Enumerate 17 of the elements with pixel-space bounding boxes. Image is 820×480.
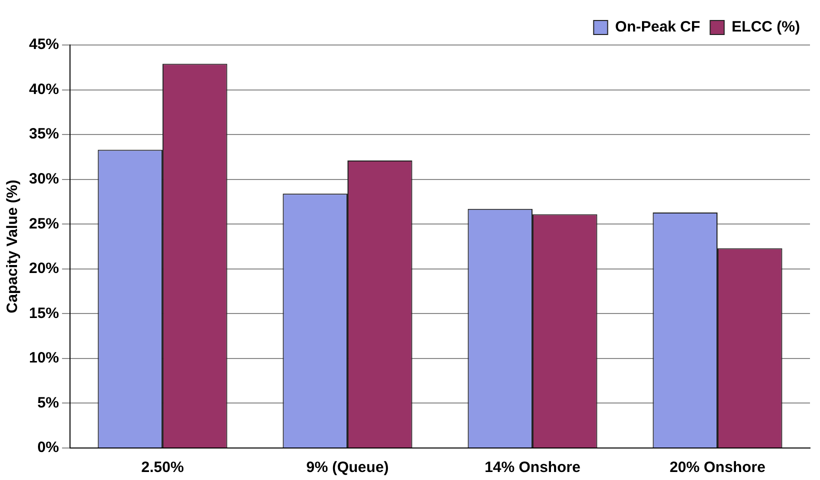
y-tick-label: 20% [28,260,60,278]
y-tick-label: 10% [28,350,60,367]
y-tick-label: 0% [37,439,60,456]
y-tick-label: 15% [28,304,60,322]
y-tick-label: 45% [28,36,60,54]
x-tick-label: 14% Onshore [484,459,580,476]
y-tick-label: 35% [28,126,60,143]
x-tick-label: 2.50% [141,459,184,476]
y-tick-label: 40% [28,80,60,98]
legend-label: ELCC (%) [732,18,800,36]
y-axis-title: Capacity Value (%) [4,180,22,314]
y-tick-label: 30% [28,170,60,188]
x-tick-label: 20% Onshore [670,459,766,476]
x-tick-label: 9% (Queue) [306,459,389,476]
y-tick-label: 5% [37,394,60,412]
legend-label: On-Peak CF [615,18,700,36]
y-tick-label: 25% [28,215,60,232]
